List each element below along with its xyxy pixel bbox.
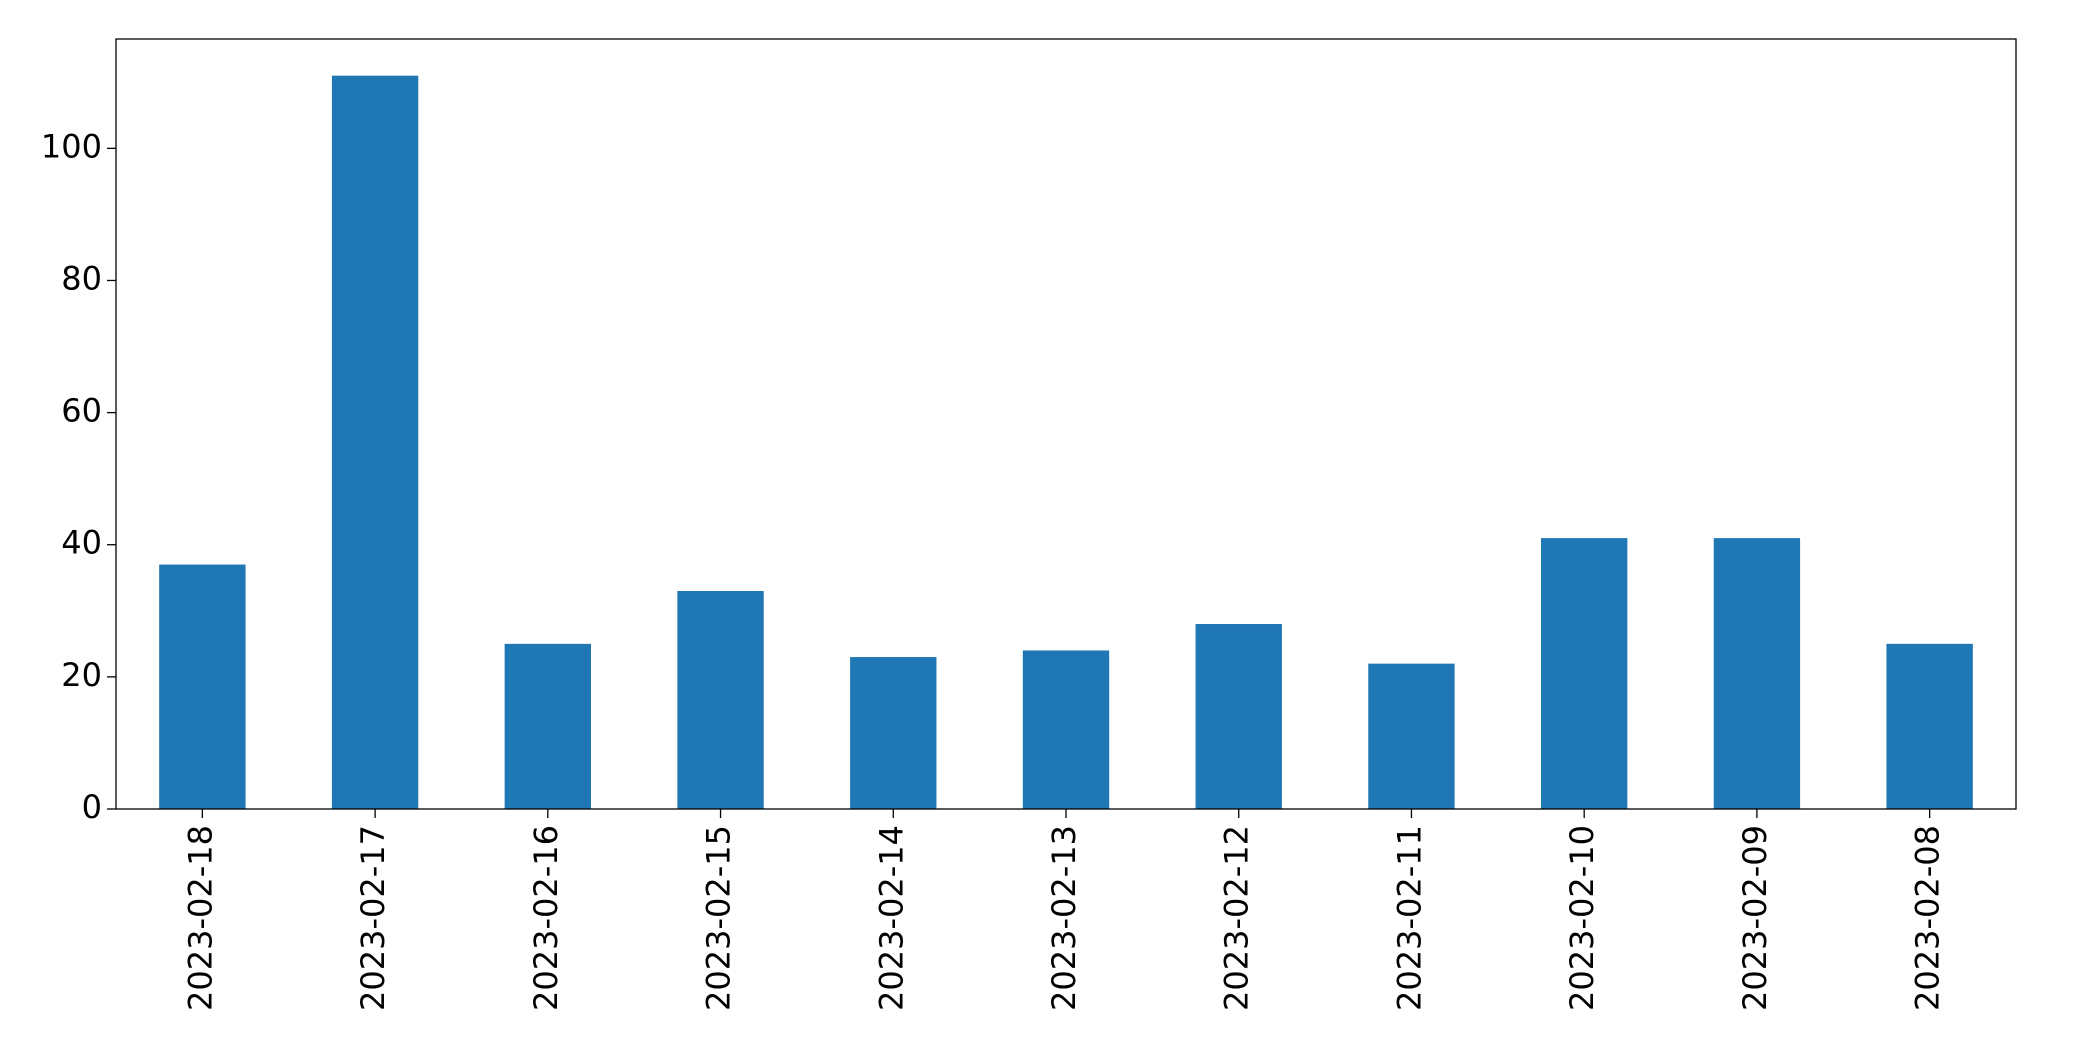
bar — [159, 564, 246, 809]
x-tick-label: 2023-02-16 — [527, 825, 565, 1011]
y-tick-label: 80 — [61, 259, 102, 297]
bar — [504, 643, 591, 809]
x-tick-label: 2023-02-09 — [1736, 825, 1774, 1011]
bar — [850, 657, 937, 809]
y-tick-label: 20 — [61, 656, 102, 694]
x-tick-label: 2023-02-08 — [1909, 825, 1947, 1011]
x-tick-label: 2023-02-10 — [1563, 825, 1601, 1011]
x-tick-label: 2023-02-12 — [1218, 825, 1256, 1011]
bar — [677, 590, 764, 809]
bar — [1195, 624, 1282, 809]
y-tick-label: 0 — [82, 788, 102, 826]
y-tick-label: 40 — [61, 524, 102, 562]
x-tick-label: 2023-02-11 — [1390, 825, 1428, 1011]
bar — [1022, 650, 1110, 809]
bar — [1541, 538, 1628, 809]
bar — [331, 75, 419, 809]
x-tick-label: 2023-02-14 — [872, 825, 910, 1011]
bar — [1713, 538, 1801, 809]
y-tick-label: 100 — [41, 127, 102, 165]
x-tick-label: 2023-02-17 — [354, 825, 392, 1011]
y-tick-label: 60 — [61, 392, 102, 430]
x-tick-label: 2023-02-15 — [700, 825, 738, 1011]
bar — [1368, 663, 1455, 809]
bar — [1886, 643, 1973, 809]
x-tick-label: 2023-02-18 — [181, 825, 219, 1011]
x-tick-label: 2023-02-13 — [1045, 825, 1083, 1011]
